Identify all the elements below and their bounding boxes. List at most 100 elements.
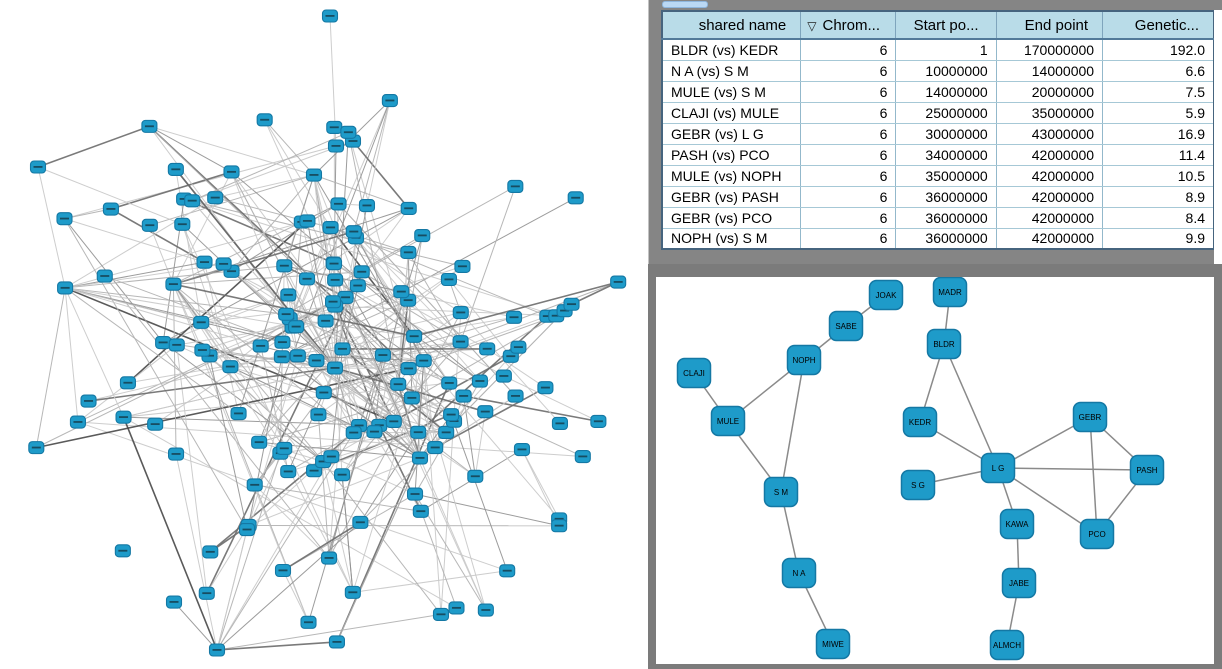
graph-node[interactable] <box>184 194 201 208</box>
subnetwork-node-l-g[interactable]: L G <box>980 452 1016 484</box>
table-row[interactable]: NOPH (vs) S M 6 36000000 42000000 9.9 <box>662 228 1214 249</box>
graph-node[interactable] <box>406 329 423 343</box>
graph-node[interactable] <box>415 354 432 368</box>
subnetwork-edge[interactable] <box>997 467 1098 535</box>
graph-node[interactable] <box>202 545 219 559</box>
graph-node[interactable] <box>443 408 460 422</box>
column-header-genetic[interactable]: Genetic... <box>1102 11 1214 40</box>
graph-node[interactable] <box>280 465 297 479</box>
graph-node[interactable] <box>193 315 210 329</box>
graph-node[interactable] <box>256 113 273 127</box>
graph-node[interactable] <box>165 595 183 609</box>
graph-node[interactable] <box>400 245 417 259</box>
subnetwork-node-almch[interactable]: ALMCH <box>989 629 1025 661</box>
graph-node[interactable] <box>427 441 444 455</box>
table-row[interactable]: MULE (vs) S M 6 14000000 20000000 7.5 <box>662 81 1214 103</box>
subnetwork-edge[interactable] <box>780 359 805 493</box>
graph-node[interactable] <box>505 310 523 324</box>
table-row[interactable]: GEBR (vs) PCO 6 36000000 42000000 8.4 <box>662 207 1214 229</box>
graph-node[interactable] <box>321 9 339 23</box>
graph-node[interactable] <box>165 277 182 291</box>
graph-node[interactable] <box>321 551 338 565</box>
graph-node[interactable] <box>390 377 407 391</box>
graph-node[interactable] <box>114 544 131 558</box>
graph-node[interactable] <box>467 469 484 483</box>
graph-node[interactable] <box>551 519 568 533</box>
graph-node[interactable] <box>412 504 429 518</box>
graph-node[interactable] <box>400 201 417 215</box>
subnetwork-node-s-g[interactable]: S G <box>900 469 936 501</box>
graph-node[interactable] <box>310 408 327 422</box>
graph-node[interactable] <box>495 369 512 383</box>
graph-node[interactable] <box>196 255 213 269</box>
graph-node[interactable] <box>288 320 305 334</box>
subnetwork-node-s-m[interactable]: S M <box>763 476 799 508</box>
graph-node[interactable] <box>207 191 224 205</box>
subnetwork-edge[interactable] <box>943 343 999 469</box>
graph-node[interactable] <box>276 259 293 273</box>
table-row[interactable]: PASH (vs) PCO 6 34000000 42000000 11.4 <box>662 144 1214 166</box>
subnetwork-node-pco[interactable]: PCO <box>1079 518 1115 550</box>
graph-node[interactable] <box>334 468 351 482</box>
graph-node[interactable] <box>276 441 293 455</box>
graph-node[interactable] <box>448 601 465 615</box>
graph-node[interactable] <box>400 361 417 376</box>
graph-node[interactable] <box>80 394 97 408</box>
graph-node[interactable] <box>344 585 361 599</box>
graph-node[interactable] <box>326 361 344 375</box>
overview-network-canvas[interactable] <box>0 0 650 669</box>
graph-node[interactable] <box>507 389 524 403</box>
subnetwork-node-miwe[interactable]: MIWE <box>815 628 851 660</box>
graph-node[interactable] <box>479 342 496 356</box>
graph-node[interactable] <box>477 405 494 419</box>
graph-node[interactable] <box>274 563 292 578</box>
graph-node[interactable] <box>381 94 398 108</box>
graph-node[interactable] <box>432 607 450 621</box>
graph-node[interactable] <box>513 442 531 457</box>
graph-node[interactable] <box>57 281 74 295</box>
subnetwork-edge[interactable] <box>1089 416 1098 535</box>
column-header-end-point[interactable]: End point <box>996 11 1104 40</box>
graph-node[interactable] <box>167 162 184 176</box>
graph-node[interactable] <box>28 441 45 455</box>
graph-node[interactable] <box>299 214 316 228</box>
graph-node[interactable] <box>308 354 325 368</box>
graph-node[interactable] <box>327 139 345 153</box>
subnetwork-node-gebr[interactable]: GEBR <box>1072 401 1108 433</box>
graph-node[interactable] <box>441 376 458 390</box>
graph-node[interactable] <box>222 360 239 374</box>
subnetwork-node-bldr[interactable]: BLDR <box>926 328 962 360</box>
graph-node[interactable] <box>406 487 424 501</box>
graph-node[interactable] <box>353 265 370 279</box>
graph-node[interactable] <box>168 338 185 352</box>
table-row[interactable]: BLDR (vs) KEDR 6 1 170000000 192.0 <box>662 39 1214 61</box>
graph-node[interactable] <box>119 376 136 390</box>
graph-node[interactable] <box>141 119 158 133</box>
graph-node[interactable] <box>298 272 316 286</box>
graph-node[interactable] <box>69 415 86 429</box>
graph-node[interactable] <box>411 451 429 465</box>
subnetwork-node-n-a[interactable]: N A <box>781 557 817 589</box>
graph-node[interactable] <box>208 643 226 657</box>
graph-node[interactable] <box>352 515 369 529</box>
graph-node[interactable] <box>238 523 256 537</box>
subnetwork-node-kedr[interactable]: KEDR <box>902 406 938 438</box>
subnetwork-node-jabe[interactable]: JABE <box>1001 567 1037 599</box>
graph-node[interactable] <box>499 564 516 578</box>
subnetwork-node-pash[interactable]: PASH <box>1129 454 1165 486</box>
graph-node[interactable] <box>305 168 323 182</box>
subnetwork-node-claji[interactable]: CLAJI <box>676 357 712 389</box>
subnetwork-node-sabe[interactable]: SABE <box>828 310 864 342</box>
graph-node[interactable] <box>215 257 232 271</box>
graph-node[interactable] <box>590 414 607 428</box>
graph-node[interactable] <box>280 288 297 302</box>
table-row[interactable]: N A (vs) S M 6 10000000 14000000 6.6 <box>662 60 1214 82</box>
graph-node[interactable] <box>96 269 113 283</box>
graph-node[interactable] <box>574 449 591 464</box>
graph-node[interactable] <box>323 450 340 464</box>
graph-node[interactable] <box>174 217 191 231</box>
graph-node[interactable] <box>440 272 457 287</box>
column-header-start-po[interactable]: Start po... <box>895 11 997 40</box>
table-row[interactable]: CLAJI (vs) MULE 6 25000000 35000000 5.9 <box>662 102 1214 124</box>
column-header-chrom[interactable]: ▽ Chrom... <box>800 11 897 40</box>
